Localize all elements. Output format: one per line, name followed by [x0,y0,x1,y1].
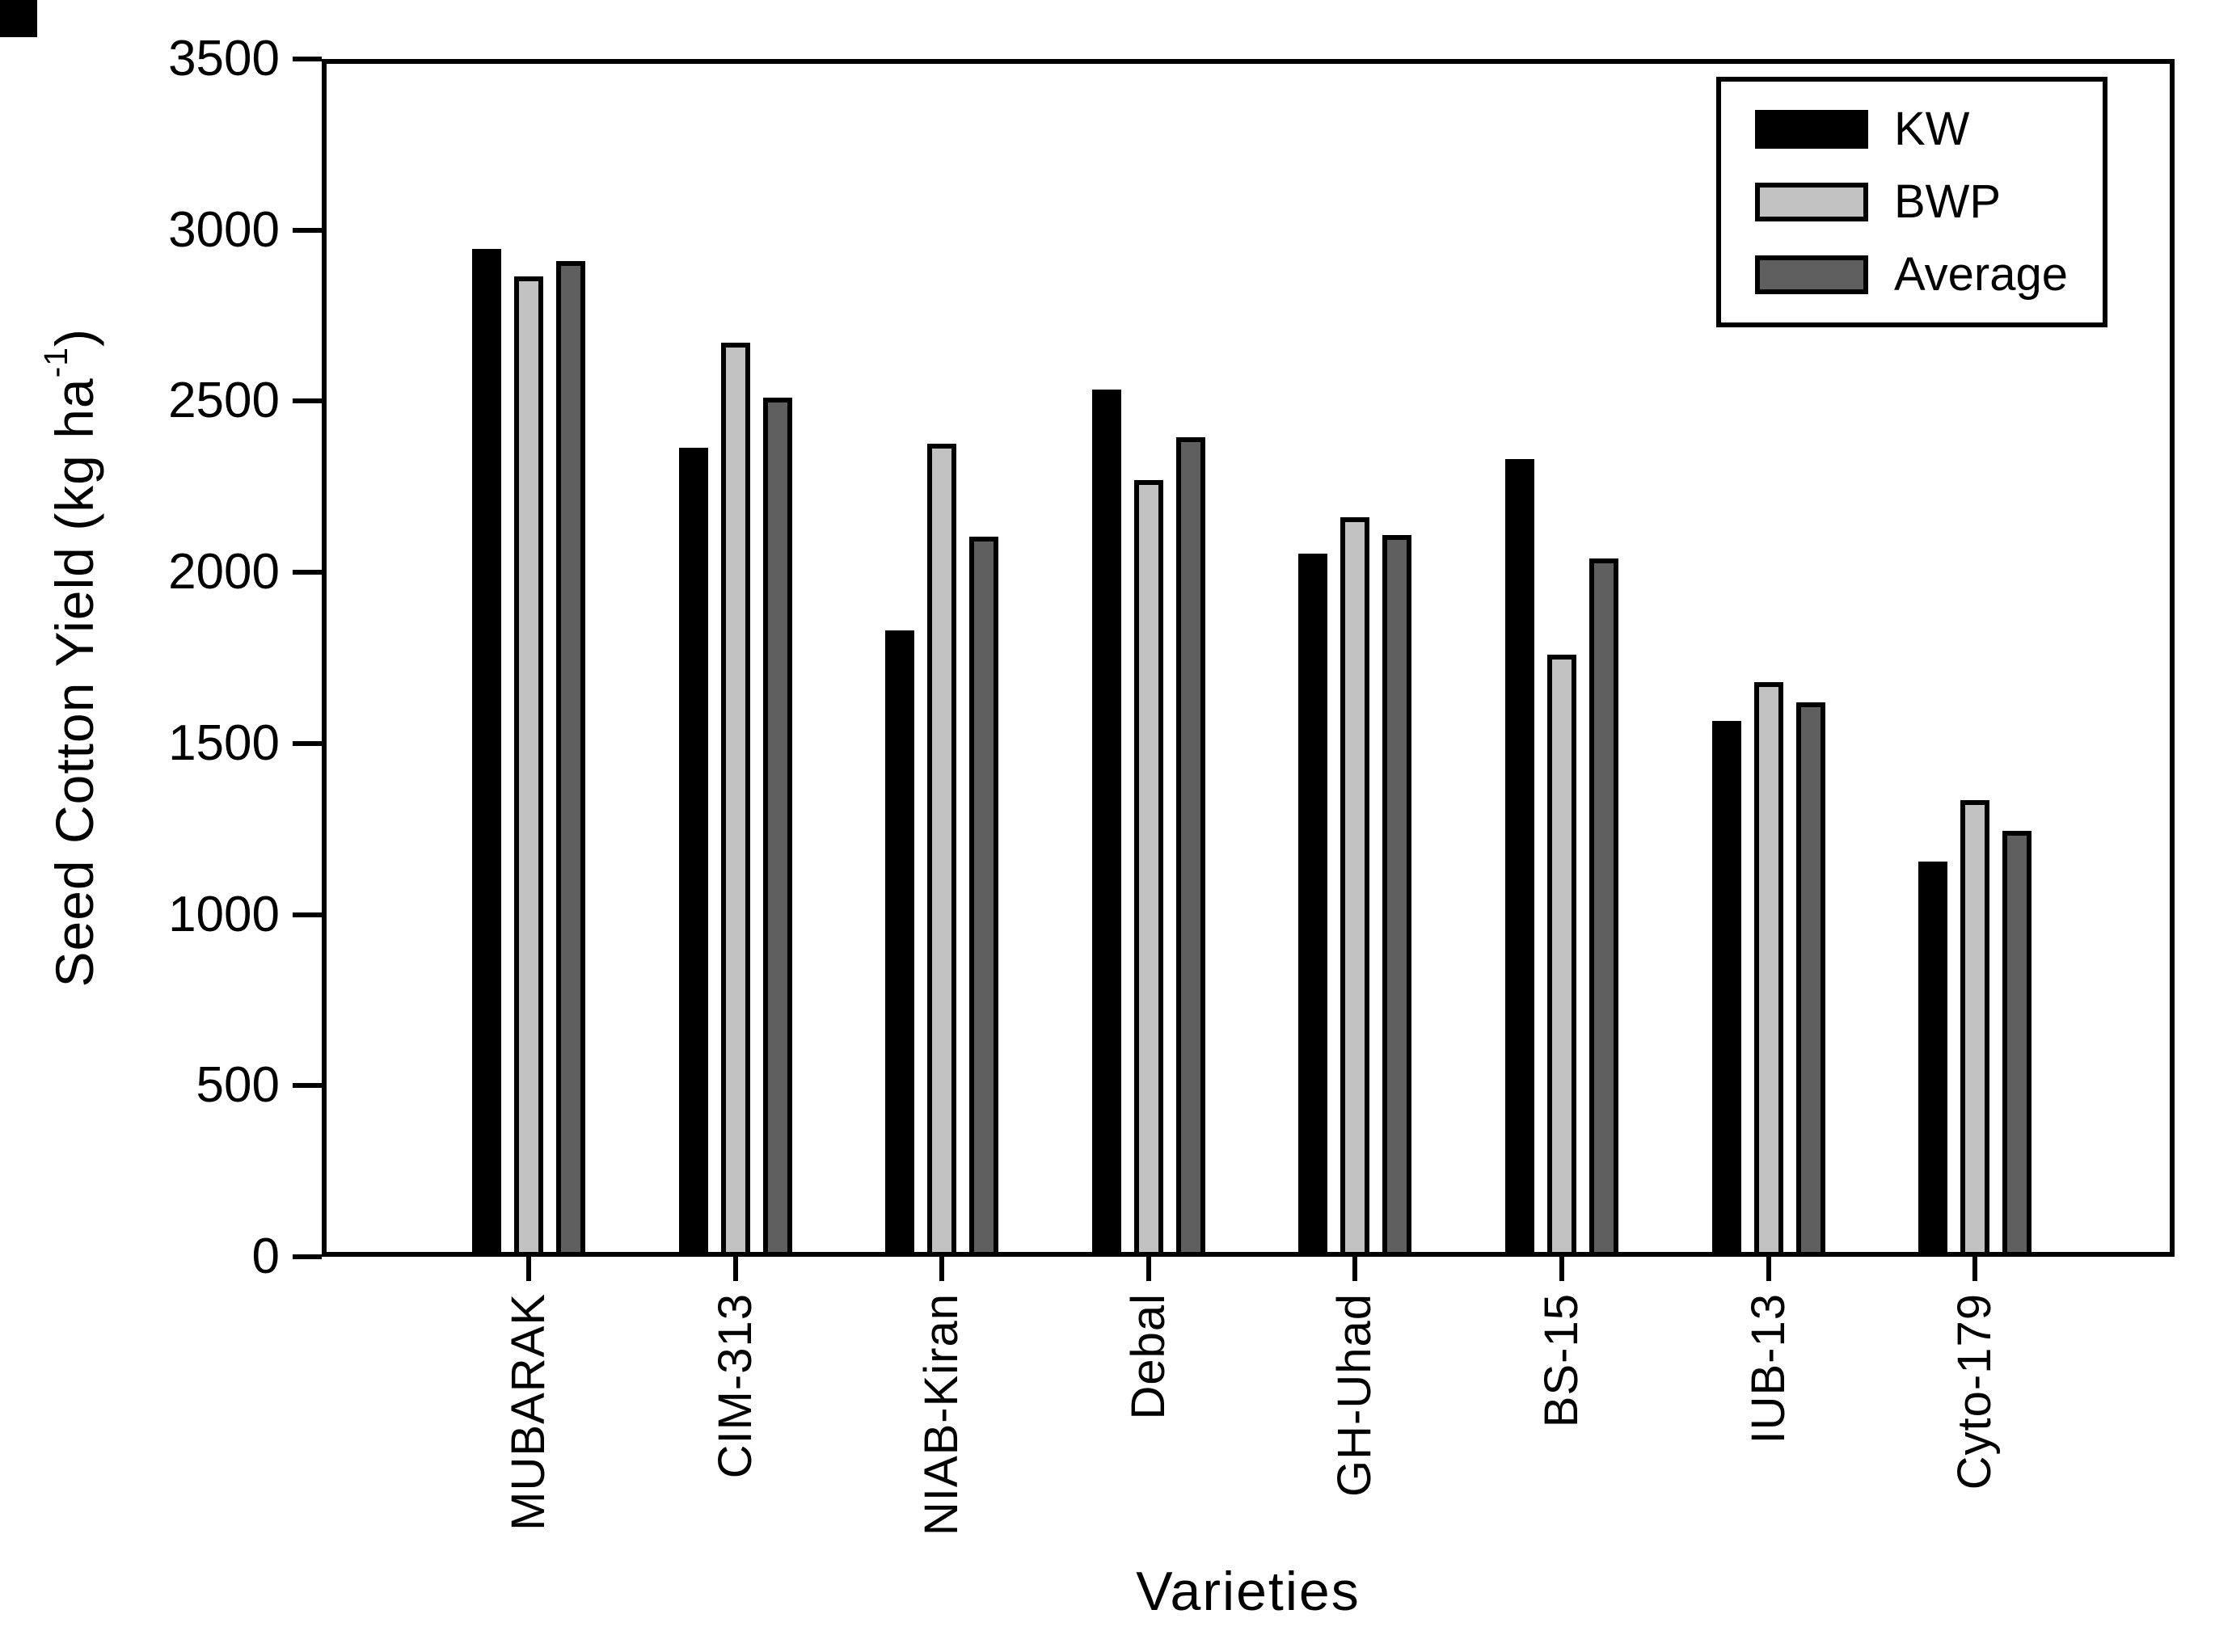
x-tick-label-Debal: Debal [1121,1293,1175,1420]
y-axis-title: Seed Cotton Yield (kg ha-1) [15,59,128,1257]
y-tick-label: 3500 [168,31,280,86]
x-tick-mark [1766,1257,1771,1281]
bar-Average-BS-15 [1589,558,1618,1257]
bar-KW-MUBARAK [472,249,501,1257]
bar-KW-GH-Uhad [1298,554,1327,1257]
bar-KW-CIM-313 [679,448,708,1257]
bar-Average-CIM-313 [763,398,792,1257]
y-tick-label: 2000 [168,544,280,601]
legend: KW BWP Average [1716,77,2107,327]
bar-BWP-Debal [1134,480,1163,1257]
bar-Average-Cyto-179 [2002,831,2031,1257]
corner-artifact [0,0,37,37]
bar-Average-GH-Uhad [1382,535,1411,1257]
bar-KW-Debal [1092,390,1121,1257]
bar-Average-Debal [1176,437,1205,1257]
legend-label-Average: Average [1894,248,2068,301]
legend-swatch-Average [1755,255,1868,294]
y-axis-title-suffix: ) [44,328,104,348]
y-tick-mark [293,227,322,233]
x-tick-mark [1559,1257,1564,1281]
y-tick-label: 2500 [168,373,280,429]
y-tick-label: 1500 [168,714,280,771]
x-tick-label-CIM-313: CIM-313 [708,1293,762,1479]
x-tick-label-MUBARAK: MUBARAK [502,1293,555,1531]
x-tick-label-IUB-13: IUB-13 [1741,1293,1795,1444]
x-axis-title: Varieties [1136,1561,1361,1622]
plot-area [322,59,2175,1257]
bar-KW-IUB-13 [1712,721,1741,1257]
y-tick-label: 1000 [168,886,280,942]
x-tick-label-GH-Uhad: GH-Uhad [1328,1293,1382,1497]
x-tick-mark [939,1257,945,1281]
y-axis-title-superscript: -1 [37,347,74,378]
bar-KW-Cyto-179 [1918,862,1947,1257]
y-tick-mark [293,1083,322,1089]
legend-label-BWP: BWP [1894,175,2002,228]
x-tick-label-Cyto-179: Cyto-179 [1948,1293,2002,1490]
y-tick-mark [293,570,322,575]
bar-BWP-BS-15 [1547,655,1576,1257]
bar-Average-NIAB-Kiran [969,537,998,1257]
legend-swatch-KW [1755,110,1868,149]
bar-KW-BS-15 [1505,459,1534,1257]
y-tick-mark [293,740,322,746]
legend-label-KW: KW [1894,103,1970,155]
bar-BWP-MUBARAK [514,276,543,1257]
bar-KW-NIAB-Kiran [885,630,914,1257]
y-tick-label: 3000 [168,201,280,258]
y-axis-title-text: Seed Cotton Yield (kg ha-1) [37,328,105,988]
y-tick-mark [293,1254,322,1259]
y-tick-mark [293,912,322,917]
x-tick-mark [526,1257,531,1281]
bar-BWP-NIAB-Kiran [927,444,956,1257]
bar-BWP-Cyto-179 [1960,800,1989,1257]
x-tick-mark [732,1257,738,1281]
bar-BWP-IUB-13 [1754,682,1783,1257]
x-tick-label-BS-15: BS-15 [1535,1293,1588,1428]
bar-BWP-CIM-313 [721,343,750,1257]
y-tick-mark [293,57,322,61]
x-tick-mark [1972,1257,1978,1281]
x-tick-mark [1352,1257,1358,1281]
legend-row-BWP: BWP [1755,178,2103,226]
y-axis-title-prefix: Seed Cotton Yield (kg ha [44,377,104,988]
y-tick-label: 0 [251,1228,280,1284]
x-tick-mark [1145,1257,1151,1281]
x-tick-label-NIAB-Kiran: NIAB-Kiran [915,1293,968,1536]
bar-Average-IUB-13 [1796,702,1825,1257]
y-tick-mark [293,398,322,404]
y-tick-label: 500 [196,1057,280,1114]
legend-row-KW: KW [1755,105,2103,154]
legend-row-Average: Average [1755,251,2103,299]
legend-swatch-BWP [1755,183,1868,221]
bar-BWP-GH-Uhad [1340,517,1369,1257]
bar-Average-MUBARAK [556,261,585,1257]
